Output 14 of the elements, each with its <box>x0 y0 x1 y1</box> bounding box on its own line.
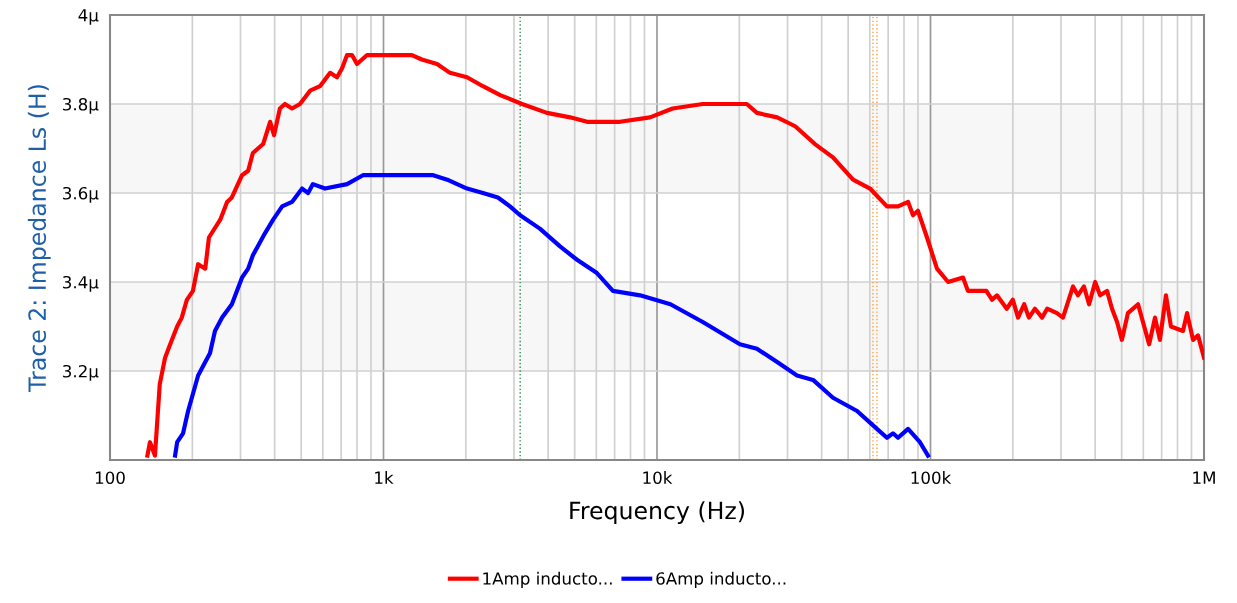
x-tick-label: 10k <box>643 471 673 485</box>
x-tick-label: 100k <box>911 471 952 485</box>
y-axis-title: Trace 2: Impedance Ls (H) <box>27 85 51 392</box>
legend-label: 6Amp inducto... <box>656 571 786 588</box>
x-tick-label: 1k <box>375 471 394 484</box>
legend-label: 1Amp inducto... <box>483 571 612 588</box>
y-tick-label: 4µ <box>78 9 99 25</box>
x-axis-title: Frequency (Hz) <box>570 501 744 524</box>
y-tick-label: 3.4µ <box>63 275 99 292</box>
y-tick-label: 3.2µ <box>63 364 99 381</box>
x-tick-label: 100 <box>95 471 125 485</box>
x-tick-label: 1M <box>1193 471 1215 484</box>
y-tick-label: 3.6µ <box>63 186 99 203</box>
y-tick-label: 3.8µ <box>63 97 99 114</box>
